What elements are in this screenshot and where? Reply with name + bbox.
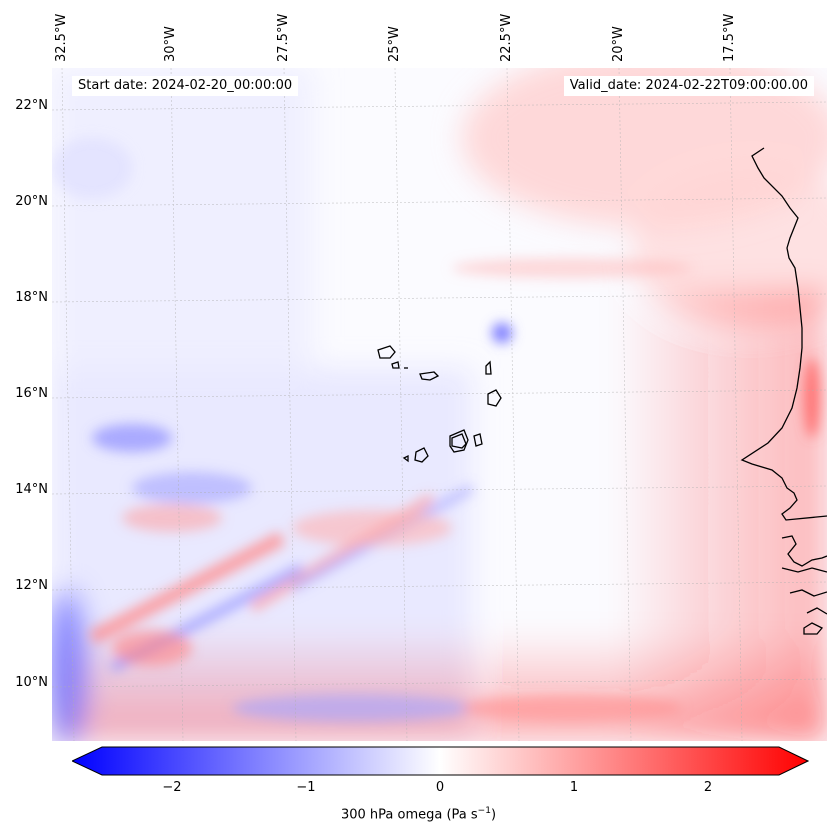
omega-map [52,68,827,741]
parallel-gridline [52,485,827,495]
longitude-label: 30°W [163,26,178,62]
latitude-label: 14°N [15,482,48,497]
longitude-label: 17.5°W [722,13,737,62]
longitude-label: 22.5°W [499,13,514,62]
parallel-gridline [52,293,827,303]
parallel-gridline [52,581,827,591]
longitude-label: 20°W [611,26,626,62]
colorbar [72,746,809,776]
meridian-gridline [394,68,408,741]
valid-date-label: Valid_date: 2024-02-22T09:00:00.00 [563,76,814,96]
start-date-label: Start date: 2024-02-20_00:00:00 [72,76,299,96]
meridian-gridline [506,68,520,741]
longitude-label: 32.5°W [54,13,69,62]
meridian-gridline [729,68,743,741]
meridian-gridline [170,68,184,741]
colorbar-label: 300 hPa omega (Pa s−1) [340,806,497,823]
latitude-label: 16°N [15,386,48,401]
colorbar-tick-label: 0 [435,780,445,795]
parallel-gridline [52,197,827,207]
latitude-label: 22°N [15,98,48,113]
colorbar-tick-label: −2 [162,780,182,795]
latitude-label: 18°N [15,290,48,305]
gridlines [52,68,827,741]
colorbar-bar [72,746,809,776]
parallel-gridline [52,101,827,111]
latitude-label: 12°N [15,578,48,593]
omega-field [52,68,827,741]
colorbar-tick-label: 2 [703,780,713,795]
meridian-gridline [283,68,297,741]
parallel-gridline [52,678,827,688]
omega-streaks [52,138,820,722]
cape-verde-islands [377,345,502,463]
latitude-label: 10°N [15,675,48,690]
latitude-label: 20°N [15,194,48,209]
longitude-label: 27.5°W [276,13,291,62]
coastline [740,147,827,635]
colorbar-tick-label: −1 [296,780,316,795]
meridian-gridline [618,68,632,741]
meridian-gridline [61,68,75,741]
longitude-label: 25°W [387,26,402,62]
colorbar-tick-label: 1 [569,780,579,795]
parallel-gridline [52,389,827,399]
